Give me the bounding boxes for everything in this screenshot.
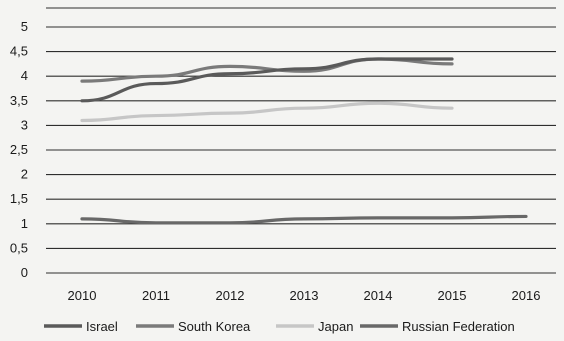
y-tick-label: 3,5 <box>10 93 28 108</box>
x-tick-label: 2010 <box>68 288 97 303</box>
y-tick-label: 0,5 <box>10 240 28 255</box>
series-line-japan <box>80 101 454 123</box>
x-tick-label: 2015 <box>438 288 467 303</box>
y-tick-label: 1,5 <box>10 191 28 206</box>
x-tick-label: 2013 <box>290 288 319 303</box>
series-line-russian-federation <box>80 214 528 225</box>
legend-label: South Korea <box>178 319 251 334</box>
y-tick-label: 4,5 <box>10 44 28 59</box>
x-tick-label: 2016 <box>512 288 541 303</box>
x-axis-ticks: 2010 2011 2012 2013 2014 2015 2016 <box>68 288 541 303</box>
y-tick-label: 2 <box>21 167 28 182</box>
y-tick-label: 0 <box>21 265 28 280</box>
gridlines <box>46 7 556 274</box>
y-tick-label: 1 <box>21 216 28 231</box>
x-tick-label: 2011 <box>142 288 170 303</box>
legend-label: Japan <box>318 319 353 334</box>
y-tick-label: 4 <box>21 68 28 83</box>
x-tick-label: 2014 <box>364 288 393 303</box>
series-line-israel <box>80 57 454 103</box>
legend-label: Israel <box>86 319 118 334</box>
y-axis-ticks: 0 0,5 1 1,5 2 2,5 3 3,5 4 4,5 5 <box>10 19 28 280</box>
y-tick-label: 3 <box>21 117 28 132</box>
y-tick-label: 5 <box>21 19 28 34</box>
legend-label: Russian Federation <box>402 319 515 334</box>
series-lines <box>80 57 528 225</box>
legend: Israel South Korea Japan Russian Federation <box>44 319 515 334</box>
y-tick-label: 2,5 <box>10 142 28 157</box>
x-tick-label: 2012 <box>216 288 245 303</box>
